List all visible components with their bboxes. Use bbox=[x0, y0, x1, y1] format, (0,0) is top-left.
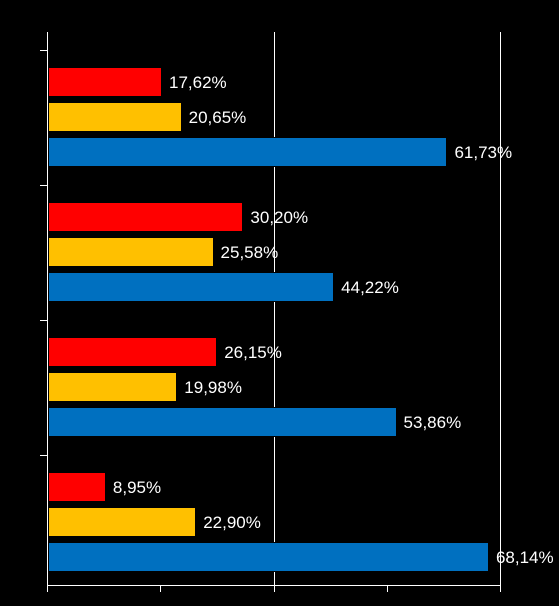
bar-value-label: 68,14% bbox=[496, 548, 554, 568]
bar-value-label: 53,86% bbox=[404, 413, 462, 433]
bar-value-label: 26,15% bbox=[224, 343, 282, 363]
x-tick bbox=[387, 585, 388, 592]
x-tick bbox=[274, 585, 275, 592]
bar-value-label: 61,73% bbox=[454, 143, 512, 163]
bar-red bbox=[48, 472, 106, 502]
bar-value-label: 25,58% bbox=[221, 243, 279, 263]
bar-blue bbox=[48, 407, 397, 437]
x-tick bbox=[500, 585, 501, 592]
bar-value-label: 22,90% bbox=[203, 513, 261, 533]
bar-yellow bbox=[48, 372, 177, 402]
gridline bbox=[500, 32, 501, 585]
x-tick bbox=[47, 585, 48, 592]
y-tick bbox=[40, 185, 47, 186]
bar-red bbox=[48, 337, 217, 367]
grouped-horizontal-bar-chart: 17,62% 20,65% 61,73% 30,20% 25,58% 44,22% 26,1… bbox=[0, 0, 559, 606]
bar-value-label: 30,20% bbox=[250, 208, 308, 228]
y-tick bbox=[40, 320, 47, 321]
bar-blue bbox=[48, 137, 447, 167]
bar-blue bbox=[48, 272, 334, 302]
bar-red bbox=[48, 67, 162, 97]
bar-yellow bbox=[48, 507, 196, 537]
bar-value-label: 19,98% bbox=[184, 378, 242, 398]
y-tick bbox=[40, 50, 47, 51]
y-axis bbox=[47, 32, 48, 585]
bar-yellow bbox=[48, 237, 214, 267]
y-tick bbox=[40, 455, 47, 456]
bar-value-label: 20,65% bbox=[189, 108, 247, 128]
bar-red bbox=[48, 202, 243, 232]
bar-value-label: 8,95% bbox=[113, 478, 161, 498]
bar-yellow bbox=[48, 102, 182, 132]
bar-blue bbox=[48, 542, 489, 572]
gridline bbox=[274, 32, 275, 585]
bar-value-label: 17,62% bbox=[169, 73, 227, 93]
bar-value-label: 44,22% bbox=[341, 278, 399, 298]
x-tick bbox=[160, 585, 161, 592]
